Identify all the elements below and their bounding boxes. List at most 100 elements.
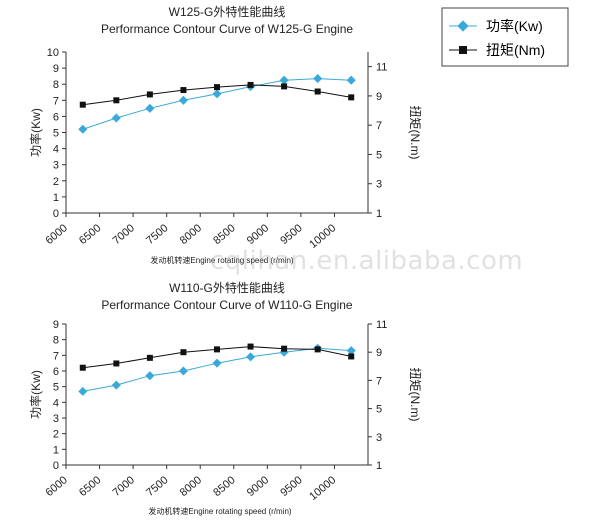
y-right-tick-label: 1 <box>376 460 382 472</box>
x-tick-label: 9500 <box>278 474 304 499</box>
x-tick-label: 9000 <box>245 474 271 499</box>
torque-data-point <box>113 360 120 367</box>
watermark: cqlihan.en.alibaba.com <box>210 246 524 276</box>
y-right-tick-label: 7 <box>376 375 382 387</box>
x-tick-label: 7000 <box>111 474 137 499</box>
y-left-tick-label: 5 <box>53 128 59 140</box>
power-data-point <box>78 124 88 134</box>
torque-data-point <box>247 343 254 350</box>
power-data-point <box>313 74 323 84</box>
torque-data-point <box>79 101 86 108</box>
y-left-tick-label: 2 <box>53 429 59 441</box>
torque-data-point <box>314 88 321 95</box>
y-right-tick-label: 5 <box>376 149 382 161</box>
power-data-point <box>212 89 222 99</box>
y-left-tick-label: 4 <box>53 144 59 156</box>
power-data-point <box>78 386 88 396</box>
power-data-point <box>178 366 188 376</box>
y-left-tick-label: 10 <box>47 47 59 59</box>
torque-data-point <box>281 345 288 352</box>
power-data-point <box>111 380 121 390</box>
torque-data-point <box>281 83 288 90</box>
torque-data-point <box>79 364 86 371</box>
x-axis-label: 发动机转速Engine rotating speed (r/min) <box>148 506 291 516</box>
y-axis-left-label: 功率(Kw) <box>28 370 43 419</box>
y-left-tick-label: 8 <box>53 79 59 91</box>
power-series-line <box>82 347 352 392</box>
y-left-tick-label: 7 <box>53 350 59 362</box>
x-tick-label: 7000 <box>111 222 137 247</box>
y-left-tick-label: 9 <box>53 319 59 331</box>
power-data-point <box>145 103 155 113</box>
power-data-point <box>212 358 222 368</box>
torque-data-point <box>214 346 220 353</box>
power-data-point <box>178 95 188 105</box>
x-tick-label: 8000 <box>178 222 204 247</box>
x-tick-label: 8000 <box>178 474 204 499</box>
y-left-tick-label: 1 <box>53 192 59 204</box>
x-axis-label: 发动机转速Engine rotating speed (r/min) <box>150 255 293 265</box>
x-tick-label: 6000 <box>43 222 69 247</box>
y-right-tick-label: 9 <box>376 91 382 103</box>
x-tick-label: 6000 <box>43 474 69 499</box>
y-right-tick-label: 11 <box>376 319 387 331</box>
x-tick-label: 9500 <box>278 222 304 247</box>
legend-torque-marker <box>459 46 467 54</box>
chart-w125g: W125-G外特性能曲线 Performance Contour Curve of… <box>28 4 422 265</box>
chart-subtitle: Performance Contour Curve of W110-G Engi… <box>101 298 353 312</box>
y-right-tick-label: 3 <box>376 179 382 191</box>
y-left-tick-label: 0 <box>53 460 59 472</box>
y-right-tick-label: 1 <box>376 208 382 220</box>
y-left-tick-label: 6 <box>53 111 59 123</box>
y-left-tick-label: 6 <box>53 366 59 378</box>
y-axis-right-label: 扭矩(N.m) <box>408 368 422 422</box>
y-right-tick-label: 3 <box>376 432 382 444</box>
y-right-tick-label: 7 <box>376 120 382 132</box>
torque-data-point <box>314 346 321 353</box>
legend-torque-label: 扭矩(Nm) <box>486 42 545 58</box>
x-tick-label: 7500 <box>144 222 170 247</box>
torque-data-point <box>247 81 254 88</box>
torque-data-point <box>180 349 187 356</box>
legend-power-label: 功率(Kw) <box>486 18 543 34</box>
chart-title: W125-G外特性能曲线 <box>169 4 286 19</box>
chart-w110g: W110-G外特性能曲线 Performance Contour Curve of… <box>28 280 422 516</box>
chart-subtitle: Performance Contour Curve of W125-G Engi… <box>101 22 353 36</box>
power-data-point <box>145 371 155 381</box>
y-right-tick-label: 5 <box>376 404 382 416</box>
x-tick-label: 6500 <box>77 222 103 247</box>
y-left-tick-label: 9 <box>53 63 59 75</box>
x-tick-label: 10000 <box>307 474 338 503</box>
y-axis-left-label: 功率(Kw) <box>28 108 43 157</box>
y-right-tick-label: 11 <box>376 62 387 74</box>
power-data-point <box>346 346 356 356</box>
torque-data-point <box>113 97 120 104</box>
y-left-tick-label: 0 <box>53 208 59 220</box>
power-data-point <box>279 75 289 85</box>
power-data-point <box>346 75 356 85</box>
x-tick-label: 9000 <box>245 222 271 247</box>
x-tick-label: 8500 <box>211 222 237 247</box>
x-tick-label: 6500 <box>77 474 103 499</box>
torque-data-point <box>180 87 187 94</box>
y-left-tick-label: 5 <box>53 382 59 394</box>
y-left-tick-label: 8 <box>53 335 59 347</box>
y-right-tick-label: 9 <box>376 347 382 359</box>
x-tick-label: 8500 <box>211 474 237 499</box>
power-data-point <box>246 352 256 362</box>
torque-data-point <box>348 353 355 360</box>
torque-data-point <box>146 354 153 361</box>
y-left-tick-label: 1 <box>53 444 59 456</box>
y-left-tick-label: 3 <box>53 413 59 425</box>
y-left-tick-label: 7 <box>53 95 59 107</box>
legend-box <box>441 7 569 67</box>
y-left-tick-label: 2 <box>53 176 59 188</box>
y-left-tick-label: 4 <box>53 397 59 409</box>
chart-title: W110-G外特性能曲线 <box>169 280 285 295</box>
x-tick-label: 7500 <box>144 474 170 499</box>
power-data-point <box>111 113 121 123</box>
y-axis-right-label: 扭矩(N.m) <box>408 106 422 160</box>
torque-data-point <box>146 91 153 98</box>
